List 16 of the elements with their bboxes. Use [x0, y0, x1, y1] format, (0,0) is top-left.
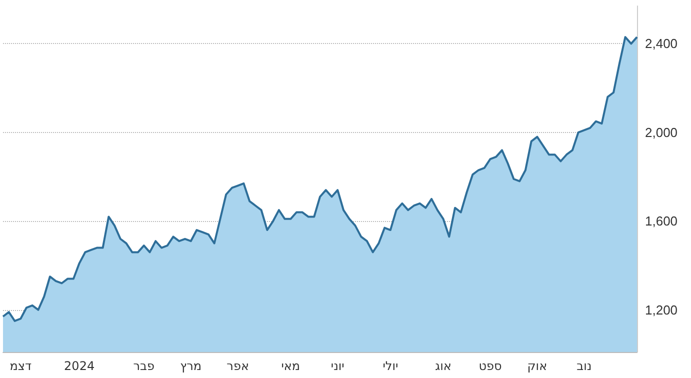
y-tick-label: 1,200	[645, 302, 678, 318]
x-tick-label: מרץ	[180, 359, 202, 373]
y-tick-label: 1,600	[645, 214, 678, 229]
x-tick-label: יולי	[382, 359, 398, 373]
x-tick-label: אפר	[226, 359, 249, 373]
x-tick-label: 2024	[64, 359, 95, 373]
x-tick-label: יוני	[330, 359, 344, 373]
x-tick-label: אוק	[527, 359, 548, 373]
x-tick-label: פבר	[133, 359, 154, 373]
x-tick-label: אוג	[435, 359, 452, 373]
x-tick-label: דצמ	[10, 359, 32, 373]
x-tick-label: ספט	[478, 359, 502, 373]
y-tick-label: 2,400	[645, 36, 678, 52]
y-tick-label: 2,000	[645, 124, 678, 140]
x-tick-label: מאי	[281, 359, 300, 373]
x-tick-label: נוב	[576, 359, 592, 373]
